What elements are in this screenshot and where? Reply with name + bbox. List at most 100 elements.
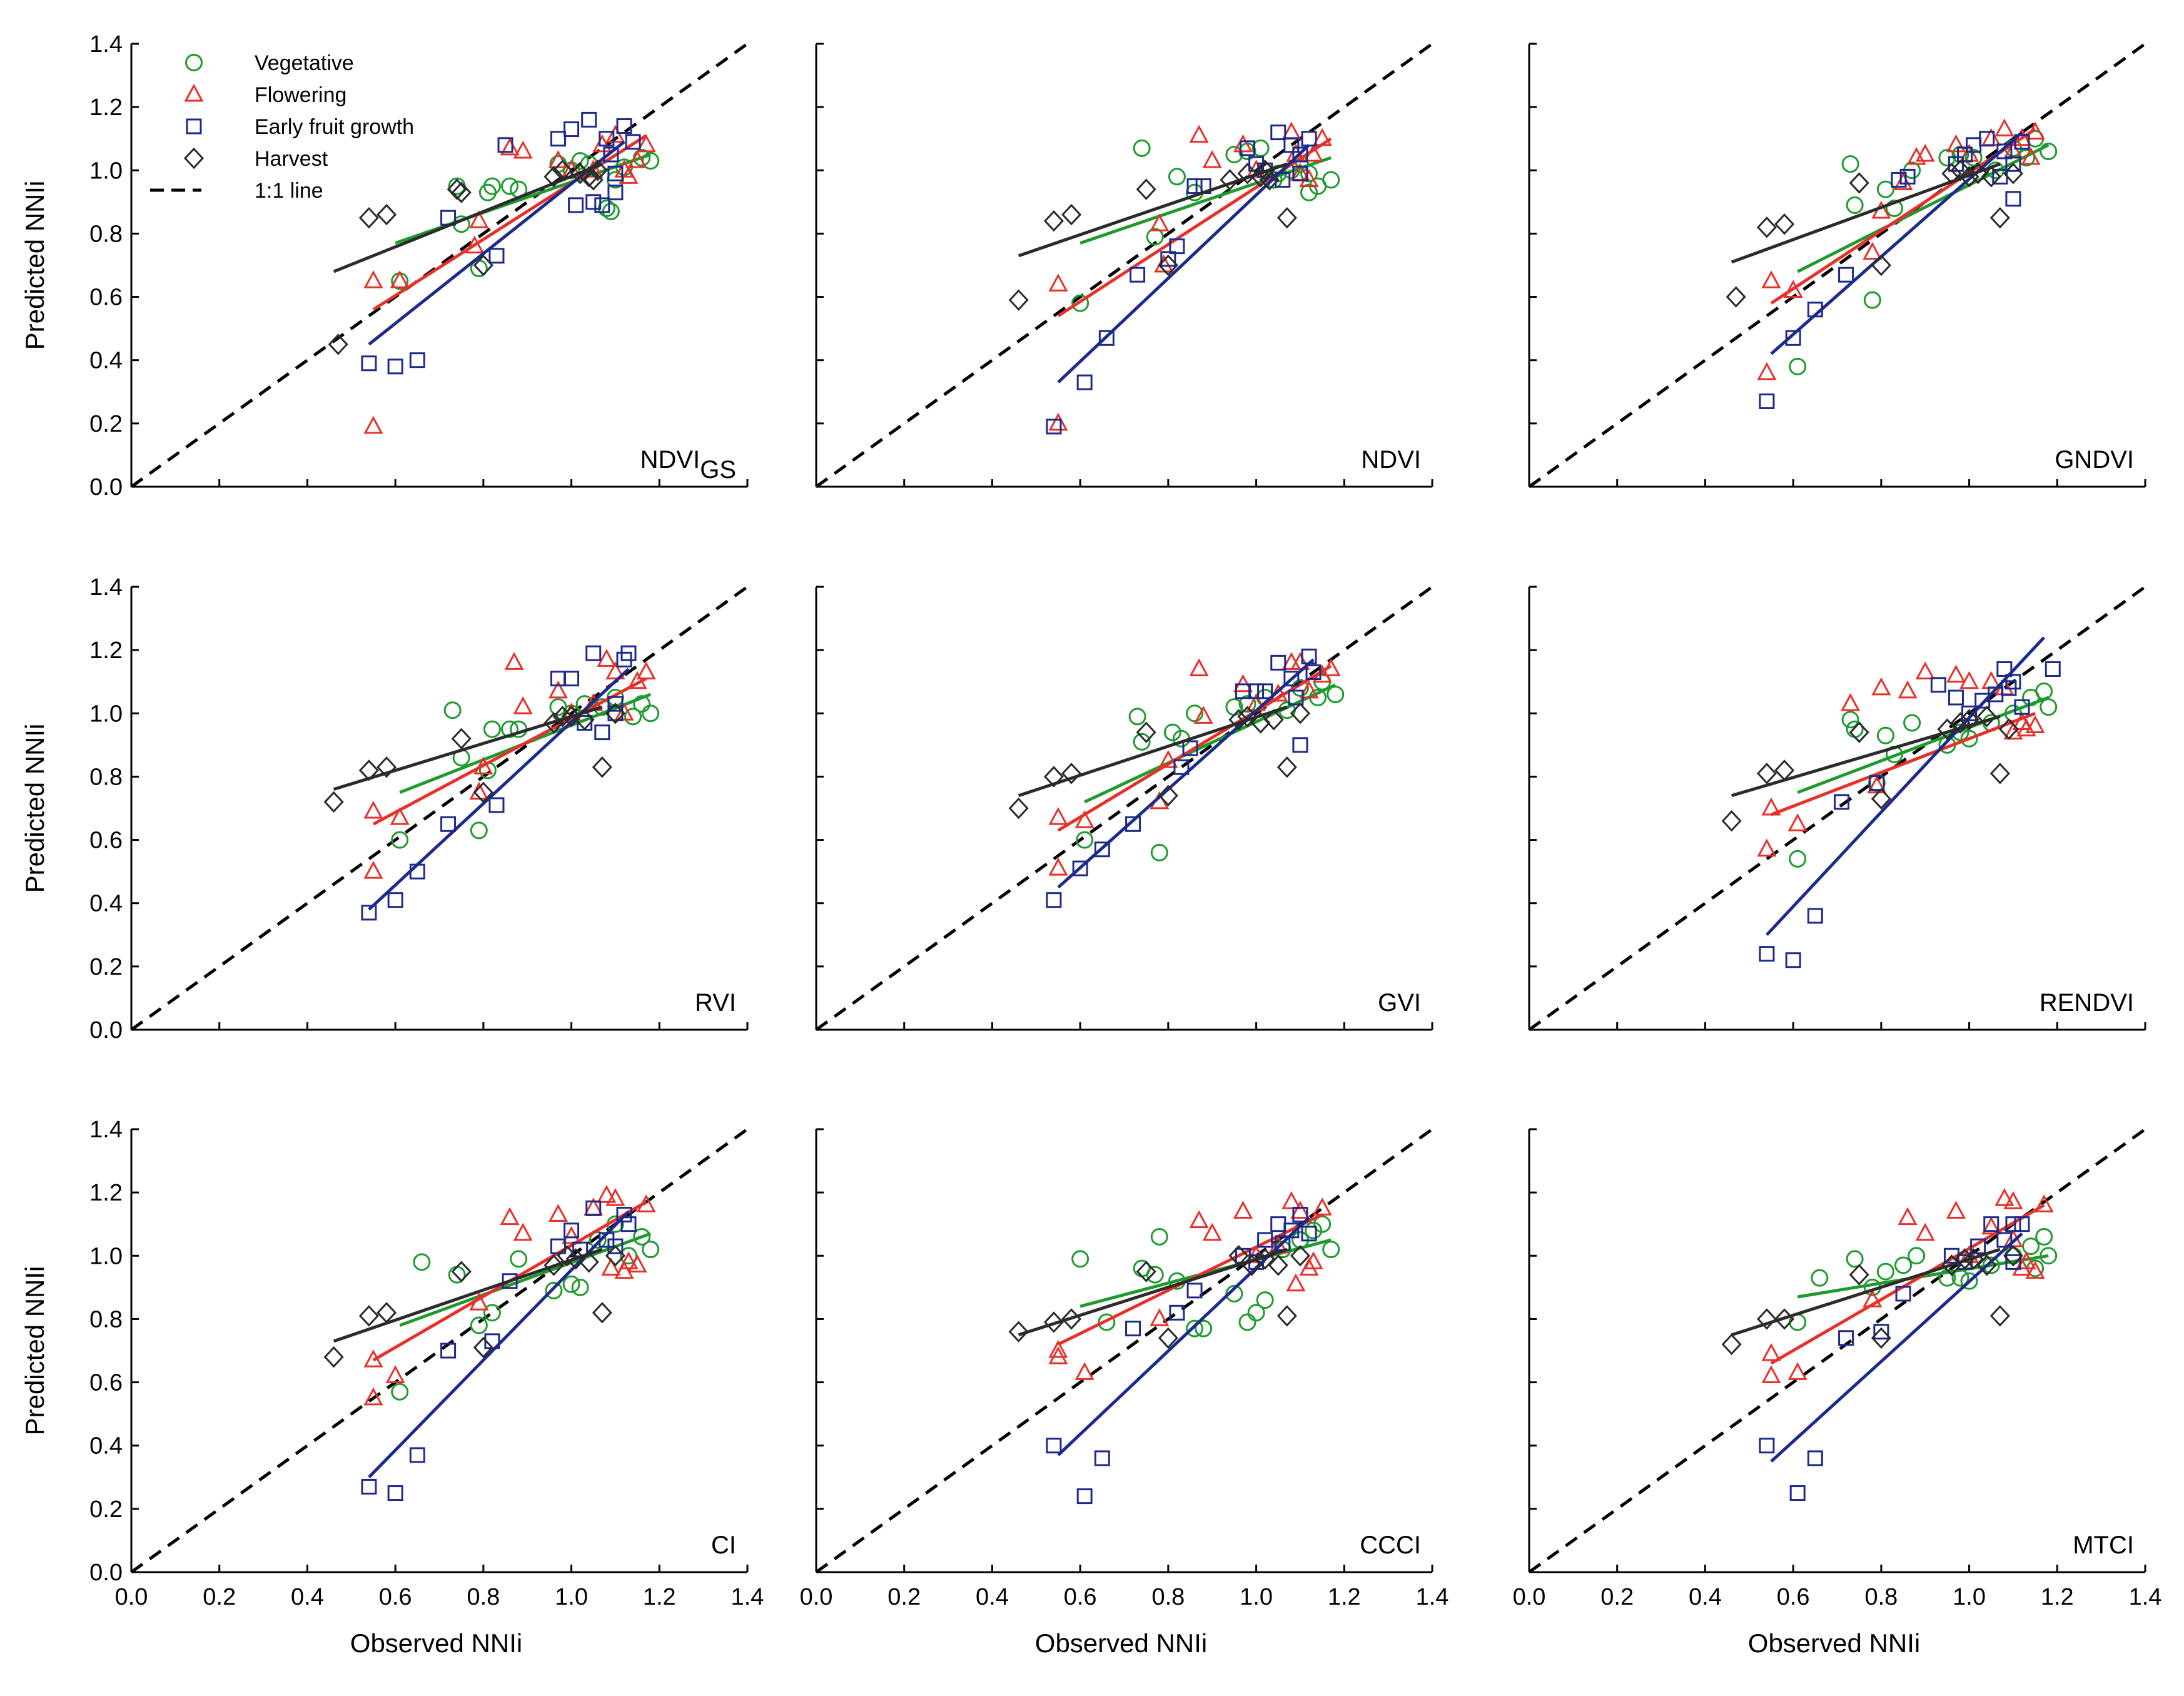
veg-point (483, 177, 501, 195)
x-axis-label: Observed NNIi (350, 1628, 522, 1658)
y-tick-label: 0.4 (89, 348, 123, 374)
panel-mtci: 0.0 0.2 0.4 0.6 0.8 1.0 1.2 1.4 MTCI Observed NNI… (1513, 1127, 2162, 1658)
har-point (1136, 721, 1156, 743)
y-tick-label: 1.0 (89, 158, 123, 184)
efg-point (2045, 661, 2061, 677)
veg-point (589, 1231, 607, 1249)
x-tick-label: 0.0 (800, 1584, 833, 1610)
har-point (1871, 254, 1891, 277)
har-point (1008, 289, 1029, 311)
har-fit-line (1731, 162, 2001, 264)
panel-label: CI (711, 1531, 736, 1559)
har-point (1976, 1254, 1997, 1276)
flo-point (363, 1387, 383, 1406)
har-point (592, 1302, 612, 1324)
veg-point (1150, 1227, 1168, 1246)
y-tick-label: 1.4 (89, 31, 123, 58)
flo-point (1312, 1197, 1332, 1216)
flo-point (2003, 1191, 2023, 1209)
flo-point (1299, 169, 1319, 187)
flo-point (1757, 362, 1777, 380)
flo-point (385, 1365, 405, 1383)
har-point (1756, 1308, 1777, 1330)
flo-point (2034, 1194, 2054, 1212)
y-tick-label: 0.4 (89, 891, 123, 917)
y-tick-label: 1.0 (89, 1243, 123, 1269)
efg-point (1807, 908, 1823, 924)
flo-point (1994, 1188, 2015, 1206)
har-point (1989, 763, 2010, 785)
flo-point (513, 140, 533, 159)
flo-point (1946, 134, 1966, 153)
efg-point (607, 696, 624, 712)
flo-point (1299, 680, 1319, 699)
one-to-one-line (815, 585, 1433, 1032)
efg-point (1182, 740, 1198, 756)
flo-point (513, 1222, 533, 1241)
efg-point (1785, 952, 1801, 968)
efg-point (1283, 1222, 1300, 1239)
efg-point (1983, 1216, 1999, 1232)
veg-point (1195, 1319, 1213, 1338)
veg-point (470, 821, 488, 840)
x-tick-label: 0.6 (1777, 1584, 1810, 1610)
efg-point (488, 797, 505, 813)
flo-point (1193, 706, 1213, 724)
flo-point (1959, 671, 1979, 689)
flo-point (614, 703, 634, 721)
x-tick-label: 1.4 (2129, 1584, 2162, 1610)
har-point (323, 791, 344, 813)
har-point (579, 1251, 599, 1273)
veg-point (620, 1247, 638, 1265)
flo-point (363, 270, 383, 288)
veg-point (443, 701, 462, 719)
har-point (1849, 721, 1869, 743)
efg-point (607, 185, 624, 201)
veg-point (1098, 1313, 1116, 1331)
efg-point (440, 1343, 457, 1359)
efg-point (387, 1485, 403, 1501)
har-point (1043, 766, 1064, 788)
flo-point (636, 661, 656, 680)
har-point (1220, 169, 1240, 191)
efg-point (1186, 1282, 1203, 1299)
har-fit-line (333, 1247, 603, 1343)
efg-point (1160, 251, 1176, 267)
efg-point (585, 1200, 602, 1216)
efg-point (1046, 1438, 1062, 1454)
veg-point (545, 1281, 563, 1299)
efg-point (2014, 134, 2030, 150)
har-point (1937, 718, 1958, 740)
efg-point (625, 134, 641, 150)
panel-label: NDVIGS (640, 446, 736, 484)
efg-point (1283, 671, 1300, 687)
har-point (377, 1302, 397, 1324)
x-tick-label: 0.6 (379, 1584, 412, 1610)
flo-point (1233, 1201, 1253, 1219)
flo-point (1871, 677, 1891, 696)
y-tick-label: 1.2 (89, 94, 123, 121)
har-point (377, 203, 397, 226)
flo-point (1158, 749, 1178, 768)
efg-point (1270, 654, 1287, 671)
efg-point (1869, 775, 1885, 791)
veg-point (1168, 168, 1186, 186)
efg-point (1046, 419, 1062, 435)
veg-point (2035, 682, 2053, 700)
flo-point (390, 270, 410, 288)
flo-point (2003, 721, 2023, 740)
har-point (1959, 709, 1979, 731)
har-fit-line (1018, 162, 1288, 258)
efg-point (488, 248, 505, 264)
efg-point (1996, 1232, 2013, 1248)
veg-point (1841, 155, 1859, 173)
efg-point (2005, 1216, 2021, 1232)
one-to-one-line (130, 42, 749, 489)
efg-point (1072, 860, 1088, 876)
veg-point (1300, 183, 1318, 201)
efg-point (1288, 689, 1304, 706)
har-point (1277, 1305, 1297, 1327)
veg-point (1150, 843, 1168, 861)
flo-point (1189, 124, 1209, 143)
